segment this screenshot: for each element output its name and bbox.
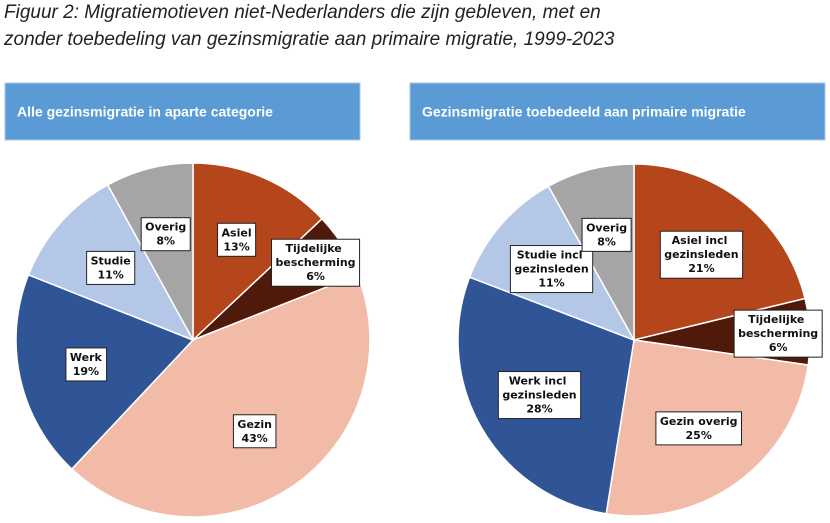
data-label-box [217,222,257,257]
category-label: Overig [145,221,186,234]
chart-header-box [409,82,826,141]
category-label: Tijdelijke bescherming [738,313,818,340]
value-label: 13% [223,240,249,253]
data-label-box [271,238,361,287]
chart-title: Alle gezinsmigratie in aparte categorie [17,104,273,120]
value-label: 8% [156,235,175,248]
category-label: Tijdelijke bescherming [276,242,356,269]
category-label: Studie [91,254,131,267]
category-label: Overig [586,221,627,234]
category-label: Werk [70,351,103,364]
data-label-box [509,245,594,294]
value-label: 6% [306,270,325,283]
category-label: Asiel incl gezinsleden [664,234,738,261]
data-label-box [140,217,191,252]
value-label: 11% [98,268,124,281]
value-label: 11% [538,277,564,290]
value-label: 28% [526,403,552,416]
category-label: Werk incl gezinsleden [502,375,576,402]
value-label: 19% [73,365,99,378]
chart-header-box [4,82,361,141]
value-label: 25% [686,429,712,442]
pie-slice [70,273,371,518]
data-label-box [86,250,136,285]
value-label: 8% [597,235,616,248]
category-label: Asiel [222,226,252,239]
data-label-box [65,347,108,382]
data-label-box [659,230,744,279]
data-label-box [655,411,742,446]
category-label: Studie incl gezinsleden [514,249,588,276]
pie-slice [192,162,324,342]
data-label-box [497,371,582,420]
chart-title: Gezinsmigratie toebedeeld aan primaire m… [422,104,746,120]
data-label-box [733,309,823,358]
pie-slice [106,162,194,341]
category-label: Gezin [237,418,272,431]
data-label-box [232,414,277,449]
value-label: 21% [688,262,714,275]
value-label: 6% [769,341,788,354]
value-label: 43% [242,432,268,445]
data-label-box [581,217,632,252]
category-label: Gezin overig [660,415,738,428]
page-title: Figuur 2: Migratiemotieven niet-Nederlan… [3,2,615,50]
